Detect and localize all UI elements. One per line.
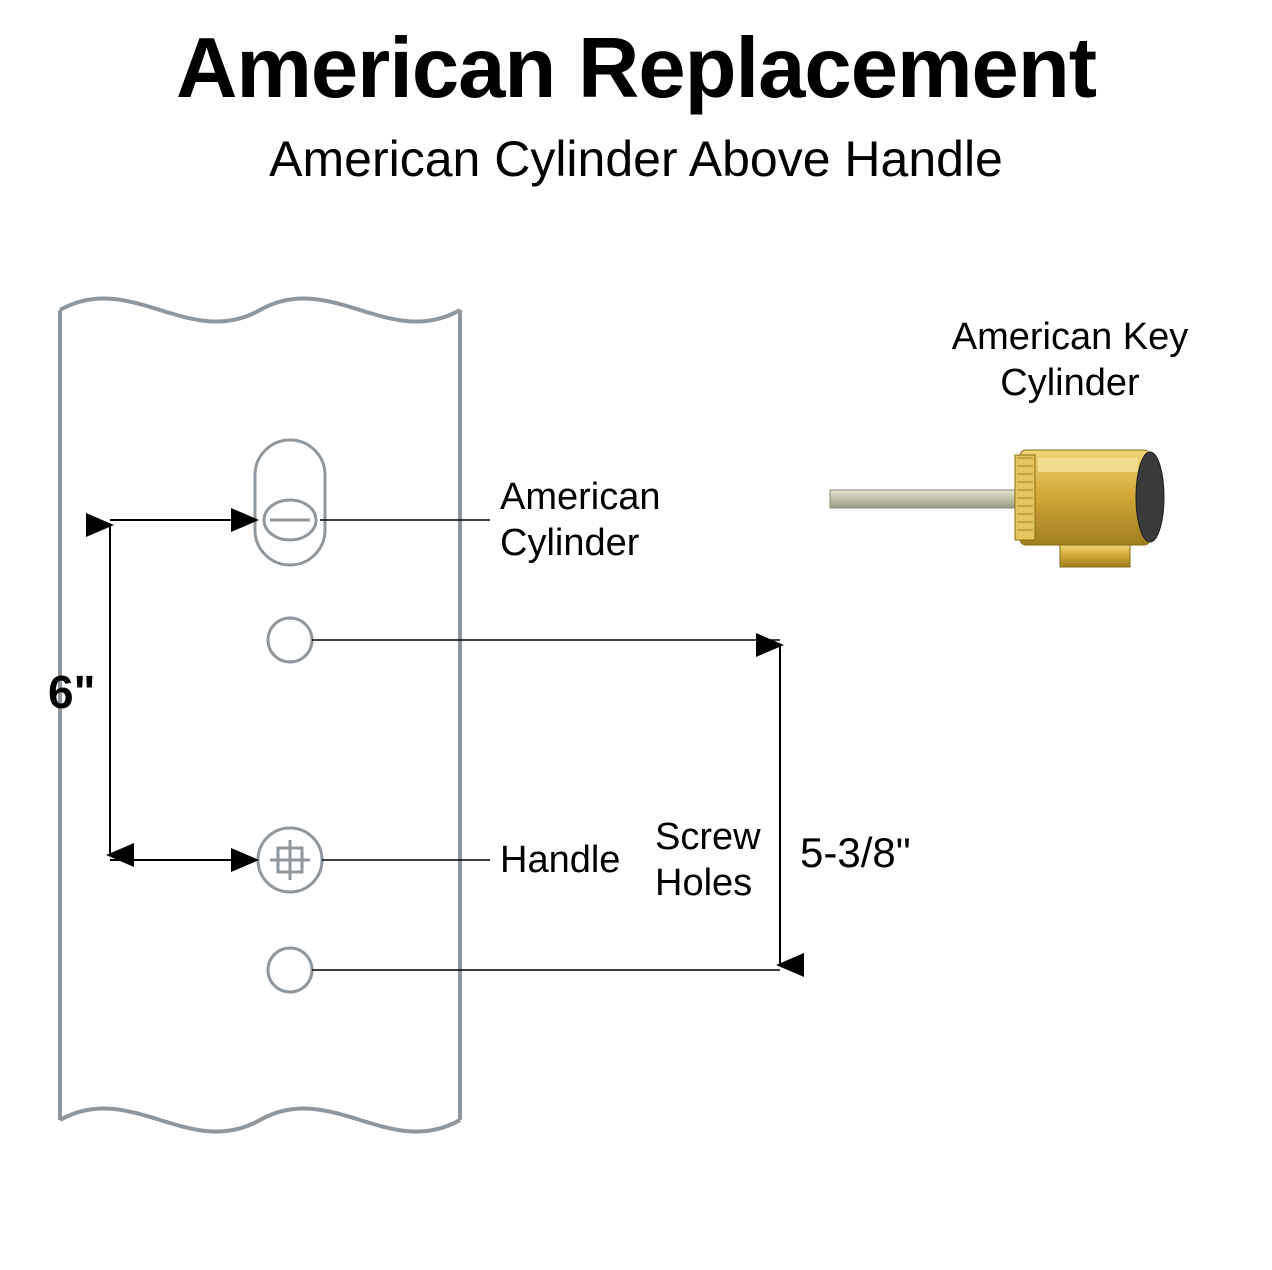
- key-cylinder-label-line2: Cylinder: [1000, 362, 1139, 404]
- key-cylinder-illustration: [830, 450, 1164, 567]
- dimension-6in: [110, 520, 255, 860]
- screw-holes-label-line2: Holes: [655, 862, 752, 904]
- american-cylinder-label-line1: American: [500, 476, 661, 518]
- key-cylinder-label-line1: American Key: [952, 316, 1189, 358]
- screw-holes-label-line1: Screw: [655, 816, 761, 858]
- dimension-5-3-8in-label: 5-3/8": [800, 828, 911, 878]
- handle-label: Handle: [500, 838, 620, 884]
- american-cylinder-label-line2: Cylinder: [500, 522, 639, 564]
- dimension-6in-label: 6": [48, 665, 95, 720]
- american-cylinder-label: American Cylinder: [500, 475, 661, 566]
- american-cylinder-slot: [255, 440, 325, 565]
- handle-hole: [258, 828, 322, 892]
- escutcheon-plate: [60, 298, 460, 1131]
- screw-hole-bottom: [268, 948, 312, 992]
- screw-hole-top: [268, 618, 312, 662]
- screw-holes-label: Screw Holes: [655, 815, 761, 906]
- diagram-canvas: [0, 0, 1272, 1270]
- key-cylinder-label: American Key Cylinder: [930, 315, 1210, 406]
